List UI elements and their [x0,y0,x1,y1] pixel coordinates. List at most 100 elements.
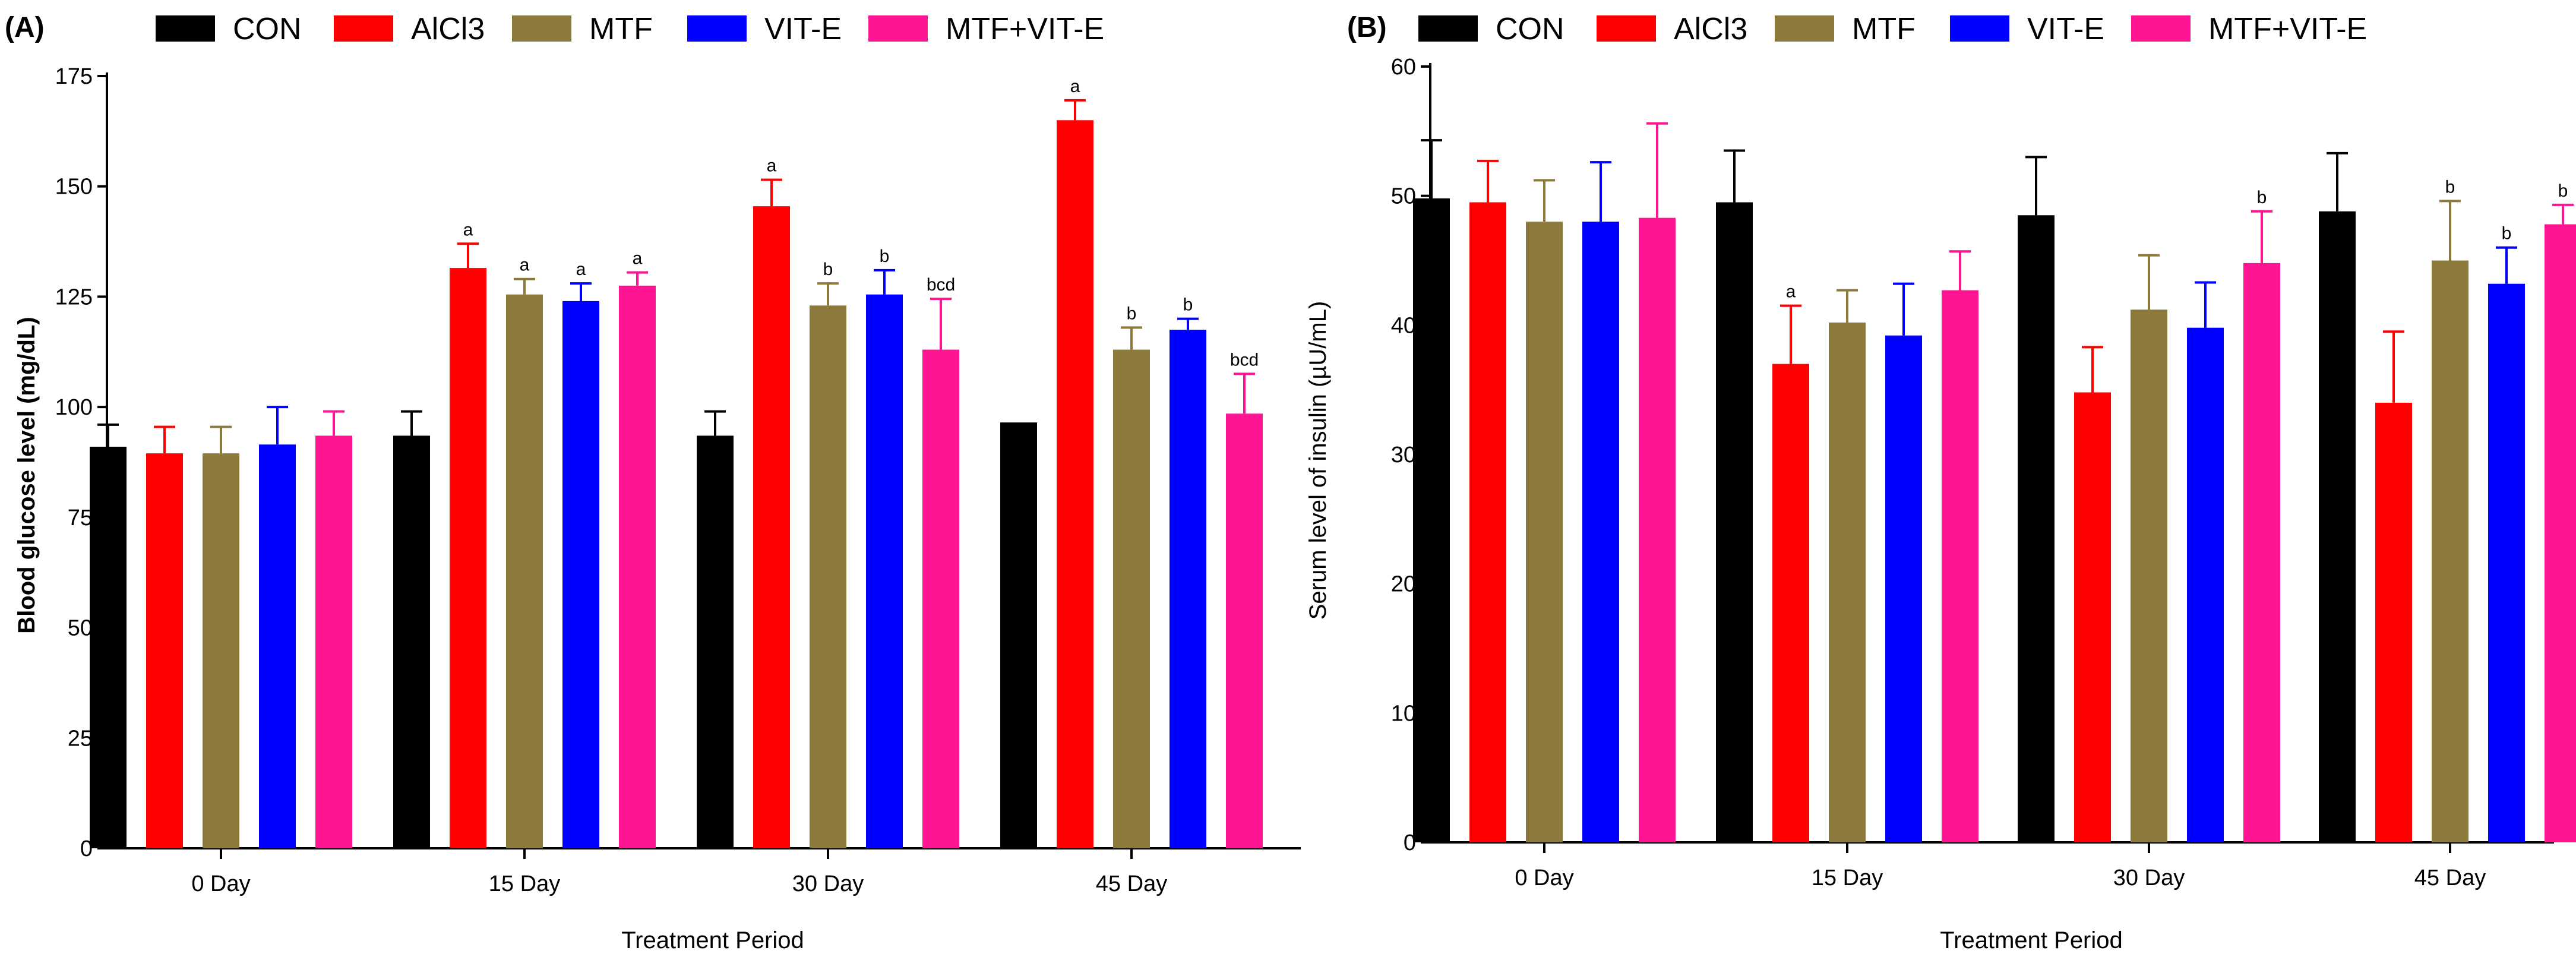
bar-alcl3 [1469,202,1506,842]
y-tick-label: 100 [55,395,93,420]
bar-mtf-vit-e [1639,217,1676,842]
y-tick-label: 0 [1404,830,1416,855]
legend-swatch [512,15,571,42]
legend-label: MTF+VIT-E [2208,12,2367,46]
bar-alcl3 [146,453,183,848]
bar-mtf [1113,349,1150,848]
legend-swatch [687,15,747,42]
panel-b-bars: a b b b b [1413,122,2576,843]
bar-vit-e [2488,283,2525,842]
x-tick-label: 0 Day [191,871,250,896]
y-tick-label: 0 [80,836,93,861]
legend-label: MTF [1852,12,1916,46]
panel-a-x-axis-title: Treatment Period [621,927,804,953]
bar-mtf [2432,260,2468,842]
significance-label: b [2445,177,2455,197]
bar-vit-e [1170,330,1206,848]
significance-label: b [2257,188,2267,207]
bar-mtf [506,294,543,848]
x-tick-label: 30 Day [792,871,864,896]
legend-swatch [868,15,928,42]
significance-label: b [1183,295,1193,315]
legend-label: AlCl3 [1674,12,1747,46]
bar-vit-e [259,444,296,848]
x-tick-label: 15 Day [1812,866,1883,890]
bar-alcl3 [1772,364,1809,842]
significance-label: a [767,156,777,176]
bar-mtf-vit-e [1942,290,1978,842]
y-tick-label: 10 [1391,701,1416,726]
legend-swatch [156,15,215,42]
bar-vit-e [866,294,903,848]
significance-label: bcd [1230,350,1259,369]
panel-a-bars: a a a a b b a b b a bcd bcd [90,77,1263,849]
legend-swatch [334,15,393,42]
y-tick-label: 50 [68,616,93,641]
legend-swatch [1418,15,1478,42]
bar-mtf-vit-e [619,285,656,848]
x-tick-label: 30 Day [2113,866,2185,890]
y-tick-label: 50 [1391,184,1416,209]
significance-label: b [880,247,890,266]
legend-label: MTF [589,12,653,46]
bar-vit-e [562,301,599,848]
bar-mtf [810,305,846,848]
y-tick-label: 175 [55,64,93,89]
bar-con [1413,198,1450,842]
bar-con [90,447,127,848]
legend-label: CON [233,12,302,46]
bar-mtf [1526,222,1563,843]
panel-a-chart: (A) CON AlCl3 MTF VIT-E MTF+VIT-E 0 25 50 75 100… [5,12,1301,953]
bar-con [2018,215,2055,843]
bar-mtf [2131,309,2167,842]
x-tick-label: 15 Day [489,871,560,896]
bar-alcl3 [2074,392,2111,842]
panel-a-label: (A) [5,12,45,43]
significance-label: b [2502,224,2512,244]
bar-mtf-vit-e [315,435,352,848]
y-tick-label: 60 [1391,55,1416,80]
bar-con [1000,422,1037,848]
bar-vit-e [1582,222,1619,843]
y-tick-label: 75 [68,506,93,530]
bar-alcl3 [450,268,486,849]
panel-b-y-axis-title: Serum level of insulin (µU/mL) [1305,301,1331,620]
panel-b-chart: (B) CON AlCl3 MTF VIT-E MTF+VIT-E 0 10 20 30 40 5… [1305,12,2576,953]
y-tick-label: 125 [55,285,93,309]
significance-label: b [2558,181,2568,201]
significance-label: a [576,260,586,279]
bar-vit-e [2187,327,2224,842]
bar-con [393,435,430,848]
significance-label: b [823,260,833,279]
legend-swatch [1775,15,1834,42]
significance-label: a [1070,77,1080,96]
panel-b-x-axis-title: Treatment Period [1940,927,2123,953]
y-tick-label: 25 [68,726,93,751]
panel-a-axes: 0 25 50 75 100 125 150 175 0 Day 15 Day 30 Day 45 D… [55,64,1301,896]
bar-alcl3 [753,206,790,849]
x-tick-label: 0 Day [1515,866,1573,890]
bar-vit-e [1885,335,1922,842]
bar-con [2319,211,2356,843]
legend-label: VIT-E [2027,12,2104,46]
legend-label: VIT-E [764,12,842,46]
bar-alcl3 [1057,120,1093,848]
y-tick-label: 40 [1391,313,1416,338]
legend-label: CON [1496,12,1564,46]
significance-label: a [1786,282,1796,302]
bar-alcl3 [2375,402,2412,842]
legend-swatch [1597,15,1656,42]
significance-label: a [463,220,473,239]
legend-label: AlCl3 [411,12,485,46]
y-tick-label: 30 [1391,443,1416,468]
bar-mtf-vit-e [2243,263,2280,842]
significance-label: a [520,255,530,275]
bar-mtf-vit-e [2545,224,2576,842]
bar-mtf [203,453,239,848]
legend-swatch [1950,15,2009,42]
panel-b-label: (B) [1347,12,1387,43]
y-tick-label: 20 [1391,572,1416,597]
y-tick-label: 150 [55,175,93,200]
bar-mtf-vit-e [1226,413,1263,848]
